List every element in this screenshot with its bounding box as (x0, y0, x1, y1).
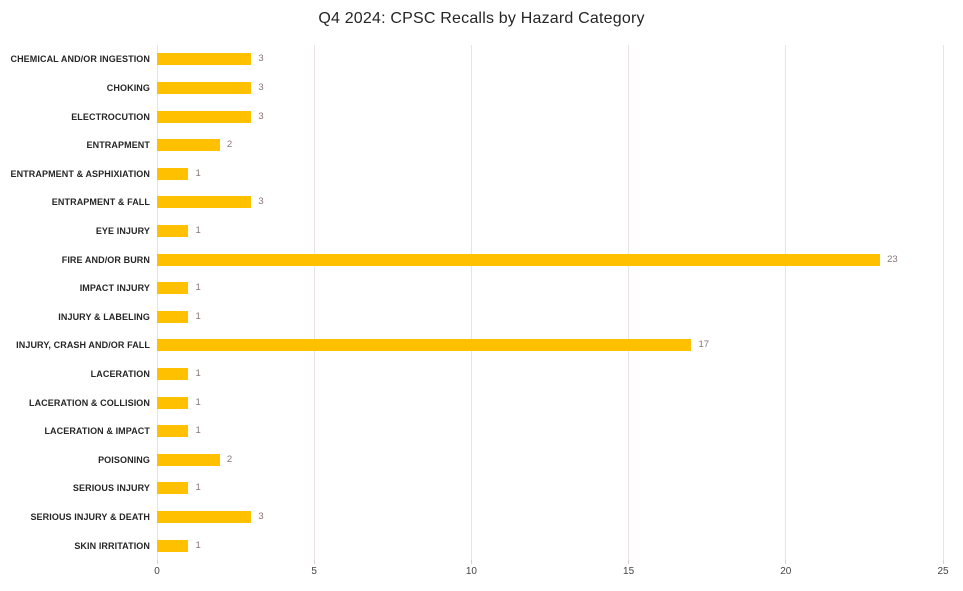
category-label: FIRE AND/OR BURN (61, 254, 150, 265)
value-label: 1 (195, 368, 201, 379)
bar (157, 110, 252, 123)
bar-row: 1 (157, 474, 943, 503)
bar (157, 339, 692, 352)
bar (157, 139, 220, 152)
gridline (470, 45, 472, 560)
category-label: ENTRAPMENT & FALL (51, 197, 150, 208)
bar-row: 3 (157, 503, 943, 532)
bar (157, 167, 189, 180)
bar-row: 3 (157, 188, 943, 217)
bar (157, 81, 252, 94)
bar (157, 482, 189, 495)
axis-tick-mark (785, 560, 787, 564)
bar-row: 1 (157, 217, 943, 246)
category-label: INJURY & LABELING (58, 311, 150, 322)
category-label: CHEMICAL AND/OR INGESTION (10, 54, 150, 65)
bar-row: 1 (157, 159, 943, 188)
gridline (628, 45, 630, 560)
value-label: 17 (698, 339, 710, 351)
bar-row: 1 (157, 274, 943, 303)
axis-tick-mark (470, 560, 472, 564)
bar-row: 1 (157, 417, 943, 446)
bar (157, 253, 881, 266)
bar (157, 196, 252, 209)
x-tick-label: 0 (154, 566, 160, 577)
category-label: SERIOUS INJURY (72, 483, 150, 494)
axis-tick-mark (628, 560, 630, 564)
gridline (785, 45, 787, 560)
value-label: 1 (195, 310, 201, 322)
bar-row: 1 (157, 360, 943, 389)
category-axis: CHEMICAL AND/OR INGESTION CHOKING ELECTROC… (0, 45, 150, 560)
x-tick-label: 5 (311, 566, 317, 577)
value-label: 1 (195, 482, 201, 494)
category-label: LACERATION & COLLISION (28, 397, 150, 408)
axis-tick-mark (313, 560, 315, 564)
category-label: IMPACT INJURY (79, 283, 150, 294)
value-label: 3 (258, 81, 264, 93)
x-tick-label: 15 (623, 566, 635, 577)
category-label: CHOKING (106, 82, 150, 93)
gridline (313, 45, 315, 560)
value-label: 1 (195, 167, 201, 179)
bar (157, 282, 189, 295)
value-label: 3 (258, 196, 264, 208)
bar (157, 453, 220, 466)
bar (157, 53, 252, 66)
bar-row: 3 (157, 45, 943, 74)
value-label: 1 (195, 224, 201, 236)
chart-title: Q4 2024: CPSC Recalls by Hazard Category (318, 10, 645, 27)
bar (157, 310, 189, 323)
category-label: SERIOUS INJURY & DEATH (30, 512, 150, 523)
x-tick-label: 25 (937, 566, 949, 577)
bar (157, 396, 189, 409)
value-label: 2 (226, 139, 233, 151)
bar-row: 1 (157, 302, 943, 331)
category-label: LACERATION & IMPACT (44, 426, 150, 437)
bar (157, 511, 252, 524)
bar-row: 23 (157, 245, 943, 274)
value-label: 1 (195, 282, 201, 294)
bar-rows: 3 3 3 2 1 3 1 23 1 1 17 1 1 1 2 1 3 1 (157, 45, 943, 560)
value-label: 3 (258, 53, 264, 65)
axis-tick-mark (156, 560, 158, 564)
bar-row: 2 (157, 446, 943, 475)
category-label: ENTRAPMENT (86, 140, 150, 151)
bar (157, 368, 189, 380)
value-label: 23 (887, 253, 898, 265)
value-label: 1 (195, 539, 201, 551)
value-label: 1 (195, 425, 201, 437)
bar-row: 3 (157, 102, 943, 131)
bar (157, 425, 189, 438)
bar (157, 539, 189, 552)
category-label: LACERATION (90, 369, 150, 379)
category-label: ELECTROCUTION (71, 111, 150, 122)
category-label: EYE INJURY (95, 225, 150, 236)
category-label: POISONING (98, 454, 150, 465)
value-label: 1 (195, 396, 201, 408)
gridline (156, 45, 158, 560)
category-label: SKIN IRRITATION (74, 540, 150, 551)
category-label: ENTRAPMENT & ASPHIXIATION (10, 168, 150, 179)
plot-area: 3 3 3 2 1 3 1 23 1 1 17 1 1 1 2 1 3 1 (156, 45, 944, 564)
bar (157, 224, 189, 237)
bar-row: 17 (157, 331, 943, 360)
value-label: 3 (258, 511, 264, 523)
x-tick-label: 10 (465, 566, 477, 577)
value-label: 3 (258, 110, 264, 122)
category-label: INJURY, CRASH AND/OR FALL (16, 340, 150, 351)
x-axis: 0 5 10 15 20 25 (154, 566, 948, 582)
bar-row: 2 (157, 131, 943, 160)
axis-tick-mark (942, 560, 944, 564)
value-label: 2 (226, 453, 233, 465)
bar-row: 1 (157, 388, 943, 417)
x-tick-label: 20 (780, 566, 792, 577)
gridline (942, 45, 944, 560)
bar-row: 3 (157, 74, 943, 103)
bar-row: 1 (157, 531, 943, 560)
